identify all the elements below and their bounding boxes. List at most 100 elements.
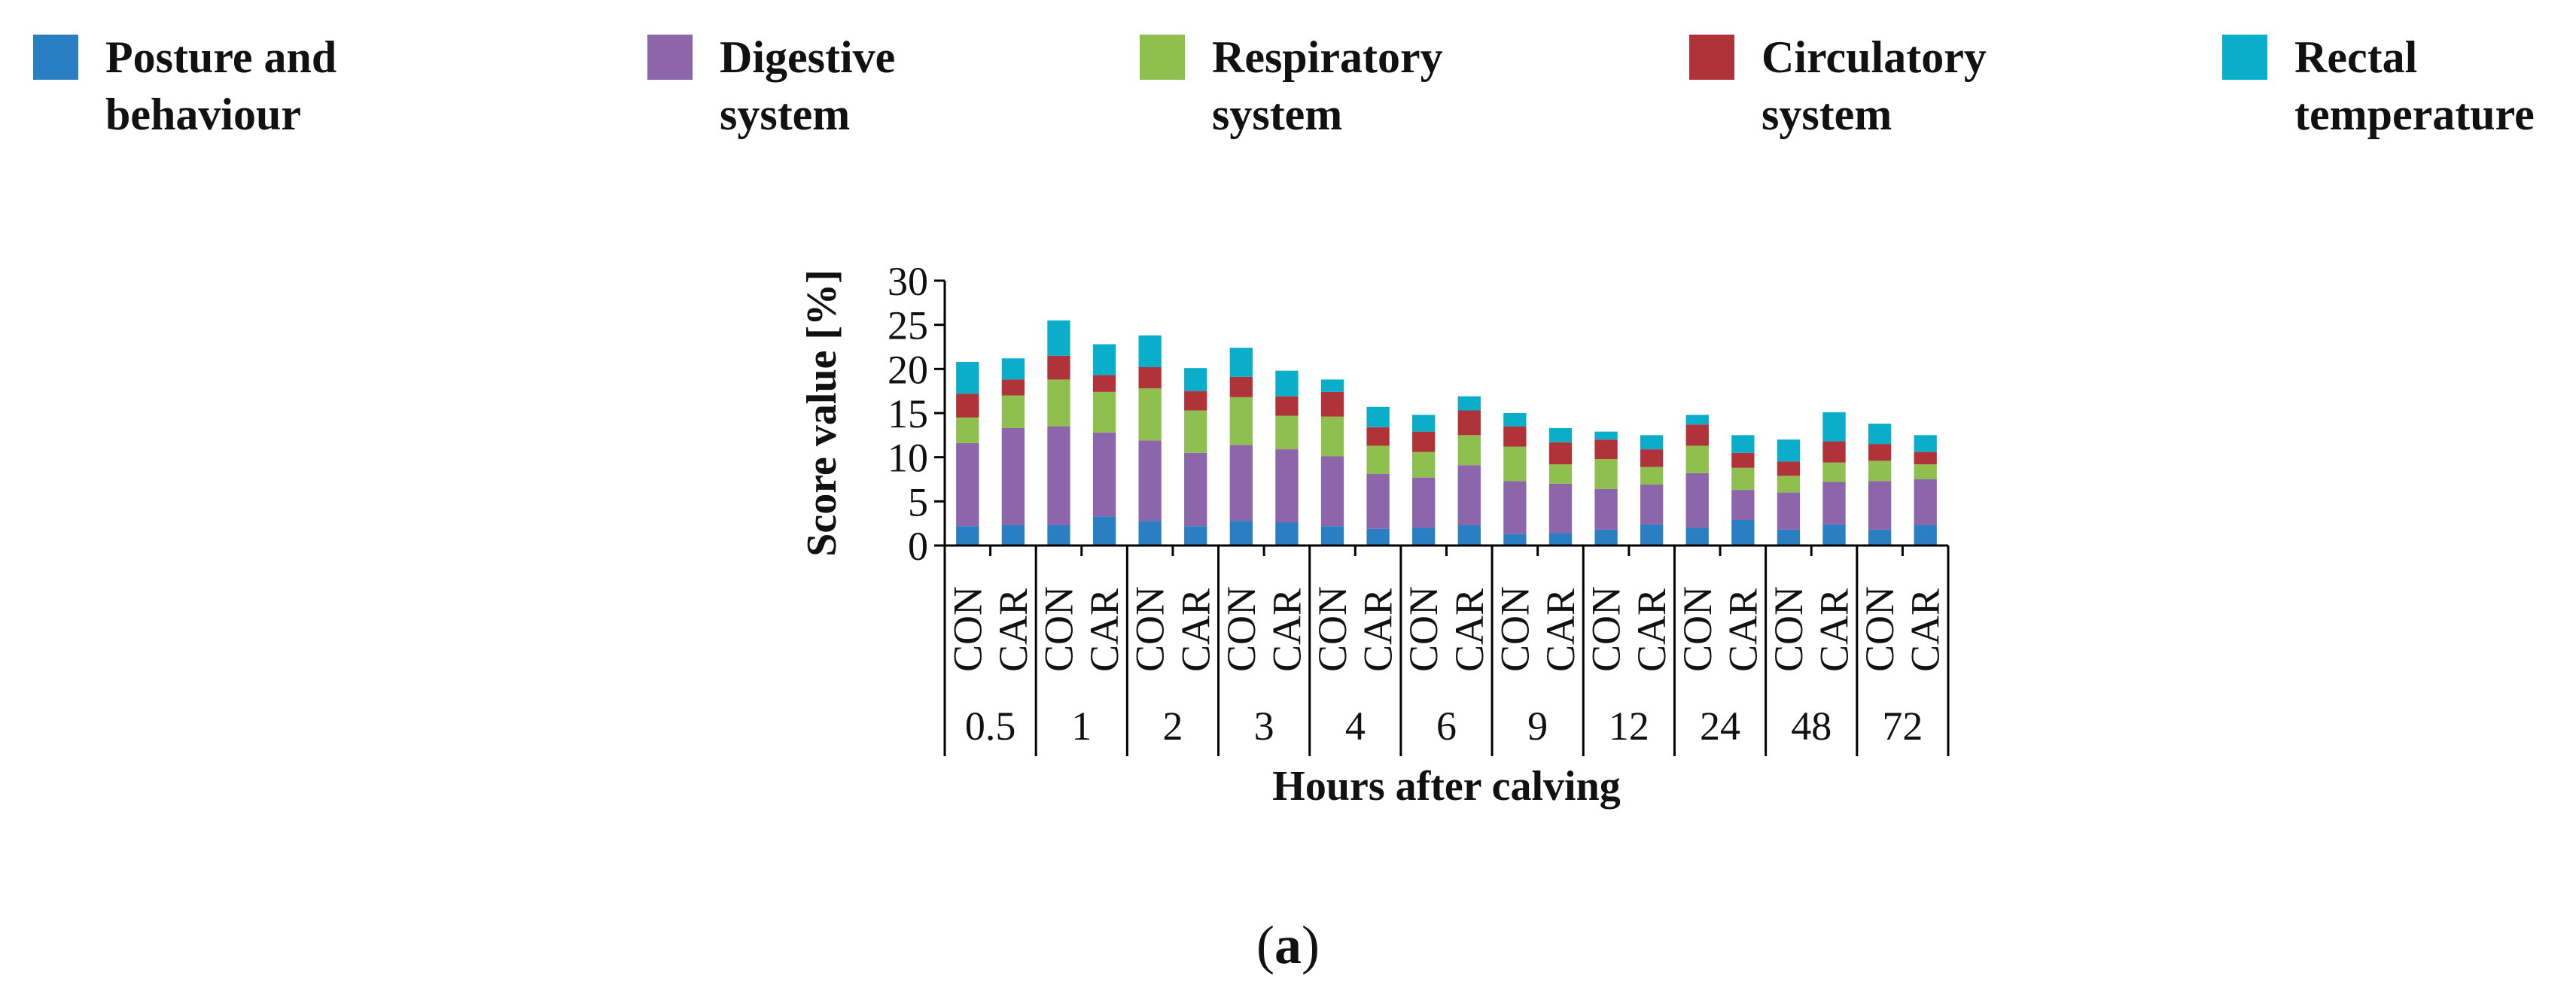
bar-segment-digestive-system	[1138, 440, 1162, 521]
x-subcategory-label: CON	[1857, 586, 1902, 672]
x-subcategory-label: CON	[945, 586, 990, 672]
x-group-label: 9	[1527, 704, 1548, 749]
bar-segment-respiratory-system	[1868, 460, 1892, 482]
bar-segment-circulatory-system	[1320, 391, 1344, 417]
bar-segment-respiratory-system	[1457, 435, 1481, 466]
bar-segment-rectal-temperature	[1184, 368, 1207, 391]
bar-segment-respiratory-system	[1366, 445, 1390, 474]
bar-segment-respiratory-system	[1184, 410, 1207, 453]
legend-swatch-circulatory	[1689, 35, 1734, 80]
x-group-label: 48	[1791, 704, 1832, 749]
bar-segment-respiratory-system	[1047, 379, 1070, 427]
bar-segment-rectal-temperature	[1138, 335, 1162, 367]
bar-segment-posture-and-behaviour	[1092, 516, 1116, 546]
bar-segment-respiratory-system	[1731, 467, 1755, 491]
legend-label-digestive: Digestive system	[720, 32, 896, 139]
bar-segment-digestive-system	[1092, 432, 1116, 517]
x-group-label: 12	[1609, 704, 1649, 749]
bar-segment-circulatory-system	[1047, 355, 1070, 380]
x-group-label: 2	[1162, 704, 1183, 749]
bar-segment-digestive-system	[1640, 485, 1664, 524]
bar-segment-circulatory-system	[1594, 439, 1618, 460]
x-subcategory-label: CAR	[1264, 588, 1309, 672]
bar-segment-respiratory-system	[1275, 415, 1299, 450]
bar-segment-respiratory-system	[1594, 459, 1618, 489]
legend-item-digestive: Digestive system	[647, 29, 895, 143]
legend-label-rectal: Rectal temperature	[2294, 32, 2535, 139]
bar-segment-posture-and-behaviour	[1229, 521, 1253, 546]
bar-segment-rectal-temperature	[1503, 413, 1527, 427]
y-tick-label: 5	[908, 479, 928, 524]
bar-segment-rectal-temperature	[1731, 435, 1755, 453]
caption-close: )	[1302, 915, 1320, 975]
bar-segment-circulatory-system	[956, 394, 979, 418]
bar-segment-respiratory-system	[1777, 476, 1801, 493]
bar-segment-posture-and-behaviour	[1868, 529, 1892, 546]
legend-label-posture: Posture and behaviour	[105, 32, 337, 139]
bar-segment-rectal-temperature	[1868, 424, 1892, 445]
caption-open: (	[1256, 915, 1274, 975]
bar-segment-respiratory-system	[1685, 445, 1709, 473]
bar-segment-circulatory-system	[1275, 396, 1299, 416]
y-axis-title: Score value [%]	[799, 269, 845, 557]
x-subcategory-label: CON	[1584, 586, 1629, 672]
bar-segment-posture-and-behaviour	[1457, 525, 1481, 546]
x-subcategory-label: CON	[1310, 586, 1355, 672]
bar-segment-posture-and-behaviour	[1320, 526, 1344, 546]
x-subcategory-label: CAR	[1173, 588, 1218, 672]
bar-segment-rectal-temperature	[1594, 431, 1618, 440]
x-group-label: 1	[1071, 704, 1092, 749]
y-tick-label: 10	[888, 436, 928, 481]
legend-label-circulatory: Circulatory system	[1761, 32, 1987, 139]
bar-segment-posture-and-behaviour	[956, 526, 979, 546]
bar-segment-rectal-temperature	[1640, 435, 1664, 450]
bar-segment-circulatory-system	[1457, 410, 1481, 436]
bar-segment-posture-and-behaviour	[1184, 526, 1207, 546]
x-subcategory-label: CAR	[1538, 588, 1583, 672]
bar-segment-circulatory-system	[1777, 461, 1801, 476]
bar-segment-digestive-system	[1822, 482, 1846, 524]
bar-segment-respiratory-system	[1412, 451, 1436, 478]
bar-segment-digestive-system	[1229, 445, 1253, 521]
bar-segment-respiratory-system	[1001, 395, 1025, 428]
bar-segment-circulatory-system	[1914, 451, 1937, 465]
bar-segment-respiratory-system	[1320, 416, 1344, 457]
x-subcategory-label: CAR	[1082, 588, 1127, 672]
bar-segment-posture-and-behaviour	[1412, 527, 1436, 546]
x-group-label: 72	[1882, 704, 1923, 749]
bar-segment-rectal-temperature	[1320, 379, 1344, 392]
bar-segment-circulatory-system	[1868, 444, 1892, 461]
x-axis-title: Hours after calving	[1272, 763, 1620, 810]
legend-label-respiratory: Respiratory system	[1212, 32, 1443, 139]
bar-segment-circulatory-system	[1548, 442, 1573, 465]
bar-segment-digestive-system	[1275, 449, 1299, 523]
bar-segment-digestive-system	[1868, 481, 1892, 530]
bar-segment-posture-and-behaviour	[1366, 528, 1390, 546]
legend-item-rectal: Rectal temperature	[2222, 29, 2535, 143]
y-tick-label: 0	[908, 524, 928, 569]
bar-segment-respiratory-system	[1503, 446, 1527, 482]
legend-swatch-digestive	[647, 35, 693, 80]
bar-segment-rectal-temperature	[1275, 370, 1299, 397]
x-subcategory-label: CON	[1675, 586, 1720, 672]
legend-swatch-respiratory	[1140, 35, 1185, 80]
x-group-label: 6	[1436, 704, 1457, 749]
legend-swatch-rectal	[2222, 35, 2267, 80]
bar-segment-posture-and-behaviour	[1275, 522, 1299, 546]
bar-segment-respiratory-system	[1914, 464, 1937, 479]
bar-segment-circulatory-system	[1001, 379, 1025, 396]
bar-segment-posture-and-behaviour	[1001, 525, 1025, 546]
x-subcategory-label: CON	[1766, 586, 1811, 672]
bar-segment-digestive-system	[1503, 481, 1527, 534]
bar-segment-posture-and-behaviour	[1640, 524, 1664, 546]
bar-segment-digestive-system	[1914, 479, 1937, 526]
y-tick-label: 20	[888, 347, 928, 392]
bar-segment-rectal-temperature	[1548, 427, 1573, 442]
bar-segment-digestive-system	[956, 442, 979, 527]
figure-caption: (a)	[0, 914, 2576, 977]
bar-segment-posture-and-behaviour	[1777, 529, 1801, 546]
bar-segment-rectal-temperature	[956, 361, 979, 394]
bar-segment-circulatory-system	[1184, 391, 1207, 411]
bar-segment-digestive-system	[1594, 488, 1618, 530]
bar-segment-posture-and-behaviour	[1914, 525, 1937, 546]
